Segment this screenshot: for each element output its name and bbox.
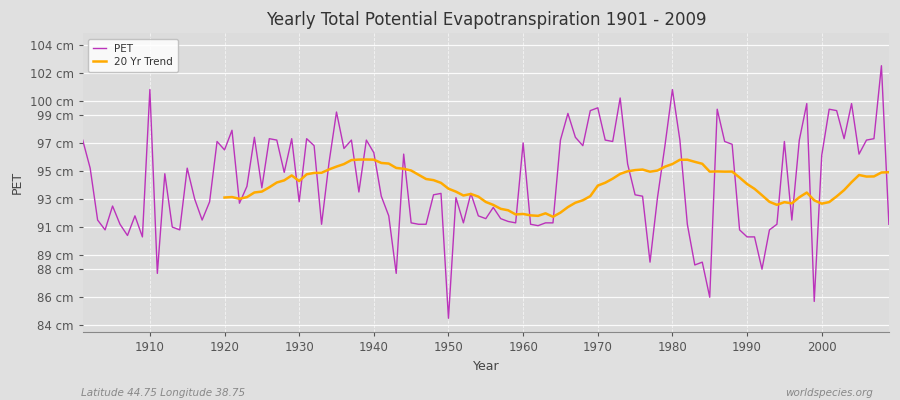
20 Yr Trend xyxy=(309,170,320,175)
20 Yr Trend xyxy=(868,174,879,179)
Line: 20 Yr Trend: 20 Yr Trend xyxy=(224,160,889,217)
20 Yr Trend xyxy=(219,195,230,200)
PET xyxy=(526,222,536,227)
20 Yr Trend xyxy=(697,161,707,166)
PET xyxy=(876,63,886,68)
20 Yr Trend xyxy=(787,201,797,206)
Title: Yearly Total Potential Evapotranspiration 1901 - 2009: Yearly Total Potential Evapotranspiratio… xyxy=(266,11,706,29)
20 Yr Trend xyxy=(547,214,558,219)
Legend: PET, 20 Yr Trend: PET, 20 Yr Trend xyxy=(88,39,178,72)
Y-axis label: PET: PET xyxy=(11,171,24,194)
PET xyxy=(615,96,626,100)
X-axis label: Year: Year xyxy=(472,360,500,373)
Text: Latitude 44.75 Longitude 38.75: Latitude 44.75 Longitude 38.75 xyxy=(81,388,245,398)
PET xyxy=(346,138,356,142)
PET xyxy=(443,316,454,321)
PET xyxy=(518,140,528,145)
20 Yr Trend xyxy=(428,178,439,182)
20 Yr Trend xyxy=(361,157,372,162)
20 Yr Trend xyxy=(801,190,812,195)
Text: worldspecies.org: worldspecies.org xyxy=(785,388,873,398)
PET xyxy=(77,138,88,142)
Line: PET: PET xyxy=(83,66,889,318)
20 Yr Trend xyxy=(884,170,895,175)
PET xyxy=(137,234,148,239)
PET xyxy=(302,136,312,141)
PET xyxy=(884,222,895,227)
